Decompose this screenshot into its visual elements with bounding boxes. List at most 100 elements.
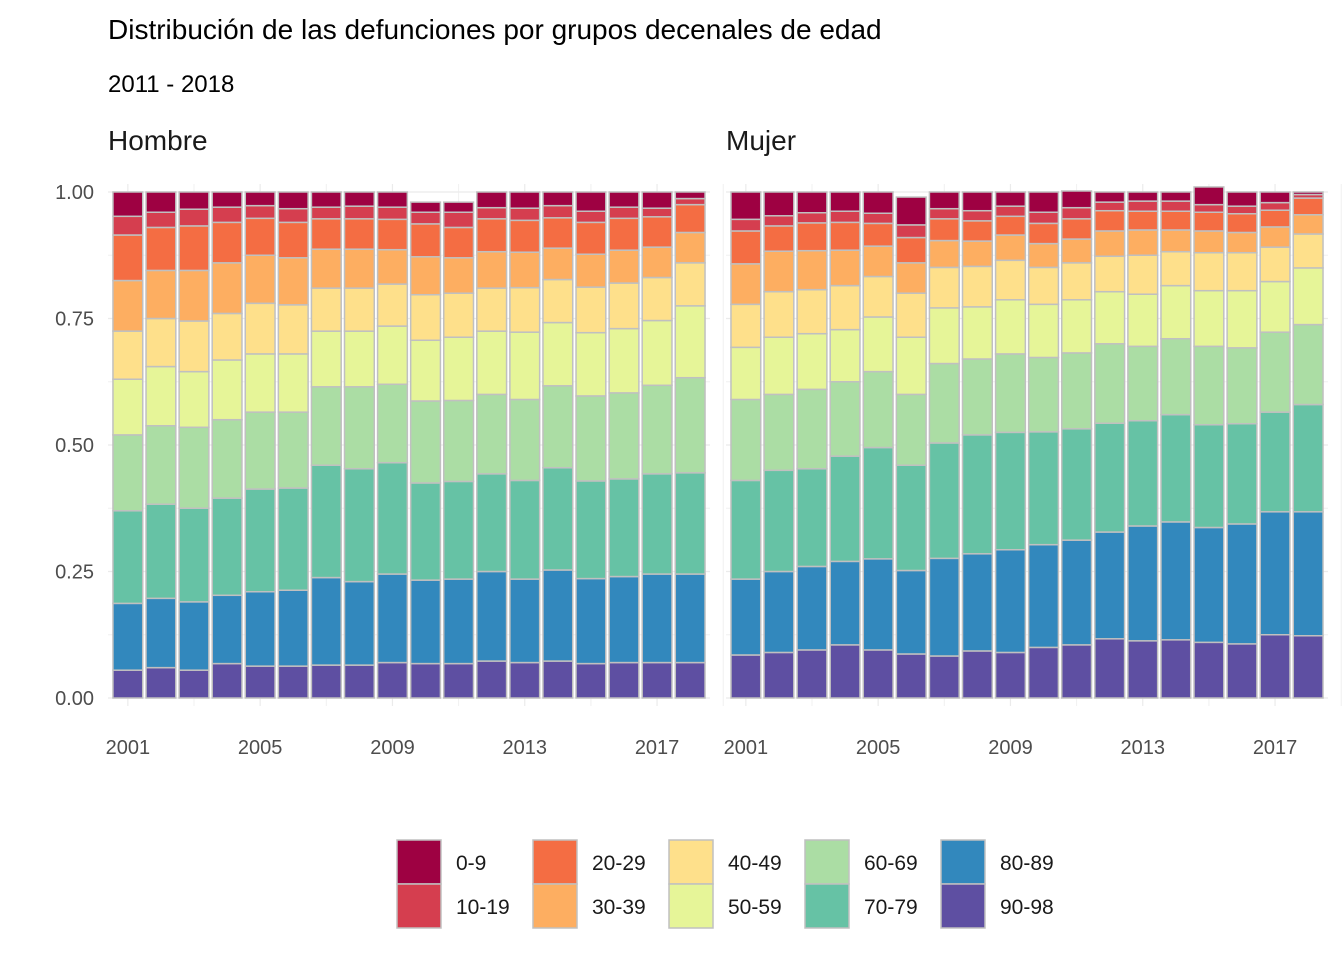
bar-segment-30-39 xyxy=(343,248,376,289)
bar-segment-80-89 xyxy=(928,557,960,657)
x-tick-label: 2009 xyxy=(988,737,1033,759)
legend-item: 30-39 xyxy=(532,883,646,929)
bar-segment-90-98 xyxy=(112,669,144,699)
x-tick-label: 2017 xyxy=(1253,737,1298,759)
bar-segment-50-59 xyxy=(310,330,342,388)
bar-segment-0-9 xyxy=(1226,191,1258,207)
bar-segment-0-9 xyxy=(178,191,210,210)
legend-label: 80-89 xyxy=(1000,852,1054,875)
x-tick-label: 2017 xyxy=(635,737,680,759)
bar-segment-60-69 xyxy=(608,392,640,480)
bar-segment-60-69 xyxy=(1160,337,1192,416)
bar-segment-10-19 xyxy=(608,206,640,220)
bar-segment-0-9 xyxy=(211,191,243,208)
bar-segment-60-69 xyxy=(343,386,376,470)
bar-segment-90-98 xyxy=(476,660,508,699)
bar-segment-40-49 xyxy=(1094,255,1126,293)
bar-segment-60-69 xyxy=(442,399,475,483)
bar-segment-40-49 xyxy=(442,292,475,338)
bar-segment-0-9 xyxy=(928,191,960,210)
bar-segment-40-49 xyxy=(1226,251,1258,292)
bar-segment-80-89 xyxy=(211,594,243,665)
bar-segment-10-19 xyxy=(895,224,927,239)
bar-segment-60-69 xyxy=(509,398,541,482)
bar-segment-40-49 xyxy=(476,287,508,332)
bar-segment-80-89 xyxy=(112,602,144,671)
bar-segment-20-29 xyxy=(376,218,409,251)
bar-segment-70-79 xyxy=(994,431,1027,551)
bar-segment-40-49 xyxy=(895,292,927,338)
bar-segment-80-89 xyxy=(1094,531,1126,640)
bar-segment-10-19 xyxy=(1160,200,1192,212)
bar-segment-80-89 xyxy=(961,553,994,652)
bar-segment-80-89 xyxy=(376,573,409,664)
bar-segment-20-29 xyxy=(641,216,673,248)
bar-segment-50-59 xyxy=(928,307,960,365)
bar-segment-50-59 xyxy=(277,353,309,413)
bar-segment-20-29 xyxy=(145,226,177,272)
bar-segment-50-59 xyxy=(145,365,177,427)
bar-segment-70-79 xyxy=(244,488,276,593)
bar-segment-70-79 xyxy=(277,487,309,591)
legend-item: 40-49 xyxy=(668,839,782,885)
bar-segment-40-49 xyxy=(1027,266,1060,306)
bar-segment-80-89 xyxy=(674,573,706,664)
bar-segment-60-69 xyxy=(409,400,442,484)
bar-segment-0-9 xyxy=(575,191,607,212)
bar-segment-30-39 xyxy=(178,269,210,322)
bar-segment-70-79 xyxy=(862,446,894,560)
bar-segment-80-89 xyxy=(244,590,276,667)
bar-segment-70-79 xyxy=(376,461,409,575)
bar-segment-50-59 xyxy=(895,336,927,396)
legend-key xyxy=(804,839,850,885)
legend-label: 10-19 xyxy=(456,896,510,919)
bar-segment-70-79 xyxy=(608,478,640,578)
bar-segment-70-79 xyxy=(1160,413,1192,523)
bar-segment-60-69 xyxy=(961,358,994,436)
bar-segment-70-79 xyxy=(961,434,994,555)
bar-segment-60-69 xyxy=(862,370,894,449)
bar-segment-60-69 xyxy=(178,426,210,510)
bar-segment-50-59 xyxy=(178,370,210,429)
bar-segment-10-19 xyxy=(1094,201,1126,212)
bar-segment-80-89 xyxy=(277,589,309,667)
bar-segment-90-98 xyxy=(409,662,442,699)
bar-segment-10-19 xyxy=(178,208,210,227)
bar-segment-0-9 xyxy=(674,191,706,200)
bar-segment-40-49 xyxy=(244,302,276,355)
bar-segment-0-9 xyxy=(1127,191,1159,202)
bar-segment-80-89 xyxy=(829,560,861,646)
bar-segment-20-29 xyxy=(112,234,144,282)
bar-segment-50-59 xyxy=(343,330,376,388)
legend-label: 30-39 xyxy=(592,896,646,919)
y-tick-label: 0.25 xyxy=(55,562,94,584)
bar-segment-40-49 xyxy=(862,275,894,318)
bar-segment-40-49 xyxy=(641,276,673,322)
bar-segment-10-19 xyxy=(476,206,508,220)
bar-segment-70-79 xyxy=(1027,431,1060,546)
legend-label: 40-49 xyxy=(728,852,782,875)
bar-segment-30-39 xyxy=(796,249,828,291)
bar-segment-60-69 xyxy=(730,398,762,482)
bar-segment-20-29 xyxy=(674,203,706,234)
bar-segment-50-59 xyxy=(730,346,762,401)
bar-segment-50-59 xyxy=(1127,293,1159,348)
bar-segment-0-9 xyxy=(343,191,376,207)
bar-segment-50-59 xyxy=(796,332,828,391)
bar-segment-30-39 xyxy=(1259,226,1291,248)
x-tick-label: 2013 xyxy=(1121,737,1166,759)
legend-item: 60-69 xyxy=(804,839,918,885)
bar-segment-0-9 xyxy=(310,191,342,208)
bar-segment-30-39 xyxy=(112,279,144,332)
bar-segment-40-49 xyxy=(1292,233,1324,269)
bar-segment-90-98 xyxy=(1027,646,1060,699)
x-tick-label: 2005 xyxy=(856,737,901,759)
bar-segment-20-29 xyxy=(211,221,243,264)
bar-segment-10-19 xyxy=(961,209,994,222)
bar-segment-30-39 xyxy=(409,256,442,296)
bar-segment-40-49 xyxy=(310,287,342,332)
bar-segment-40-49 xyxy=(211,312,243,361)
bar-segment-70-79 xyxy=(641,473,673,575)
bar-segment-70-79 xyxy=(796,468,828,568)
bar-segment-60-69 xyxy=(244,411,276,490)
